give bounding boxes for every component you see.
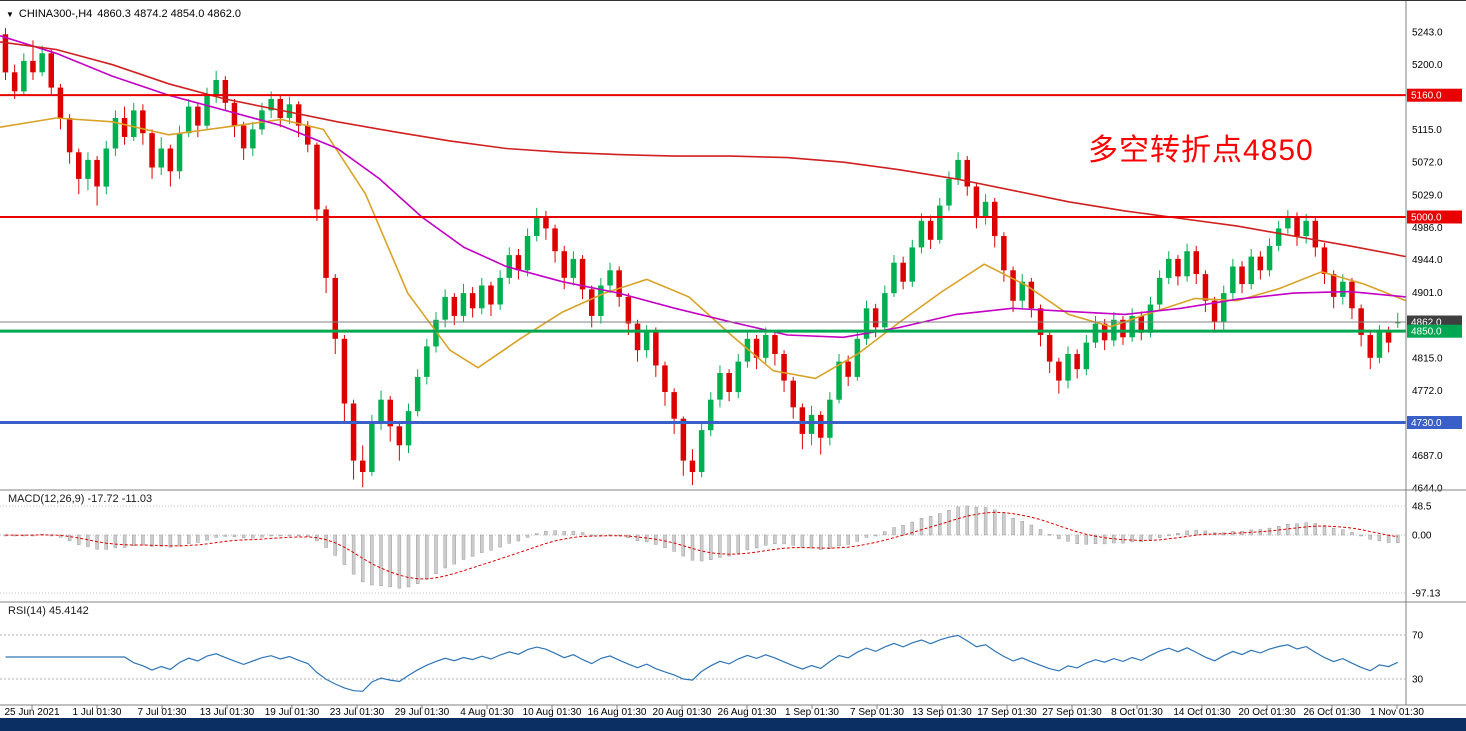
price-axis-tick: 5243.0 — [1412, 28, 1443, 39]
rsi-axis-label: 30 — [1412, 675, 1424, 686]
macd-axis-label: -97.13 — [1412, 589, 1441, 600]
time-axis-label: 20 Aug 01:30 — [652, 707, 712, 718]
symbol-title-bar: ▼ CHINA300-,H4 4860.3 4874.2 4854.0 4862… — [6, 8, 241, 20]
macd-indicator-label: MACD(12,26,9) -17.72 -11.03 — [8, 493, 153, 505]
time-axis-label: 10 Aug 01:30 — [522, 707, 582, 718]
price-axis-tick: 4986.0 — [1412, 223, 1443, 234]
svg-text:5160.0: 5160.0 — [1411, 91, 1442, 102]
price-axis-tick: 5115.0 — [1412, 125, 1442, 136]
time-axis-label: 1 Sep 01:30 — [785, 707, 839, 718]
svg-text:4862.0: 4862.0 — [1411, 318, 1442, 329]
price-axis-tick: 4815.0 — [1412, 353, 1443, 364]
time-axis-label: 4 Aug 01:30 — [460, 707, 514, 718]
time-axis-label: 27 Sep 01:30 — [1042, 707, 1102, 718]
time-axis-label: 7 Jul 01:30 — [137, 707, 187, 718]
time-axis-label: 13 Sep 01:30 — [912, 707, 972, 718]
time-axis-label: 26 Aug 01:30 — [717, 707, 777, 718]
time-axis-label: 25 Jun 2021 — [4, 707, 60, 718]
time-axis-label: 29 Jul 01:30 — [394, 707, 450, 718]
svg-text:5000.0: 5000.0 — [1411, 213, 1442, 224]
macd-axis-label: 0.00 — [1412, 531, 1432, 542]
time-axis-label: 8 Oct 01:30 — [1111, 707, 1163, 718]
time-axis-label: 14 Oct 01:30 — [1173, 707, 1231, 718]
ma-fast-orange — [0, 117, 1407, 380]
time-axis-label: 26 Oct 01:30 — [1303, 707, 1361, 718]
time-axis-label: 17 Sep 01:30 — [977, 707, 1037, 718]
status-bar — [0, 718, 1466, 731]
price-axis-tick: 4772.0 — [1412, 386, 1443, 397]
chevron-down-icon[interactable]: ▼ — [6, 9, 14, 19]
price-axis-tick: 4644.0 — [1412, 484, 1443, 495]
time-axis-label: 23 Jul 01:30 — [329, 707, 385, 718]
price-axis-tick: 5200.0 — [1412, 60, 1443, 71]
price-axis-tick: 5029.0 — [1412, 190, 1443, 201]
macd-axis-label: 48.5 — [1412, 502, 1432, 513]
time-axis-label: 16 Aug 01:30 — [587, 707, 647, 718]
ma-mid-magenta — [0, 35, 1407, 339]
price-tag — [1407, 88, 1462, 102]
time-axis-label: 20 Oct 01:30 — [1238, 707, 1296, 718]
time-axis: 25 Jun 2021 1 Jul 01:30 7 Jul 01:30 13 Jul … — [0, 707, 1424, 719]
rsi-indicator-label: RSI(14) 45.4142 — [8, 605, 89, 617]
price-axis-tick: 4901.0 — [1412, 288, 1443, 299]
chart-annotation: 多空转折点4850 — [1088, 134, 1314, 167]
time-axis-label: 7 Sep 01:30 — [850, 707, 904, 718]
price-axis-tick: 4687.0 — [1412, 451, 1443, 462]
time-axis-label: 1 Nov 01:30 — [1370, 707, 1424, 718]
rsi-line — [5, 634, 1399, 692]
price-tag — [1407, 210, 1462, 224]
time-axis-label: 1 Jul 01:30 — [72, 707, 122, 718]
macd-signal-line — [5, 511, 1398, 580]
price-tag — [1407, 324, 1462, 338]
time-axis-label: 13 Jul 01:30 — [199, 707, 255, 718]
svg-text:4730.0: 4730.0 — [1411, 418, 1442, 429]
symbol-name: CHINA300-,H4 — [18, 8, 93, 20]
price-tag — [1407, 416, 1462, 429]
time-axis-label: 19 Jul 01:30 — [264, 707, 320, 718]
svg-text:4850.0: 4850.0 — [1411, 327, 1442, 338]
price-axis-tick: 4944.0 — [1412, 255, 1443, 266]
price-axis-tick: 5072.0 — [1412, 158, 1443, 169]
ohlc-readout: 4860.3 4874.2 4854.0 4862.0 — [97, 8, 242, 20]
rsi-axis-label: 70 — [1412, 631, 1424, 642]
